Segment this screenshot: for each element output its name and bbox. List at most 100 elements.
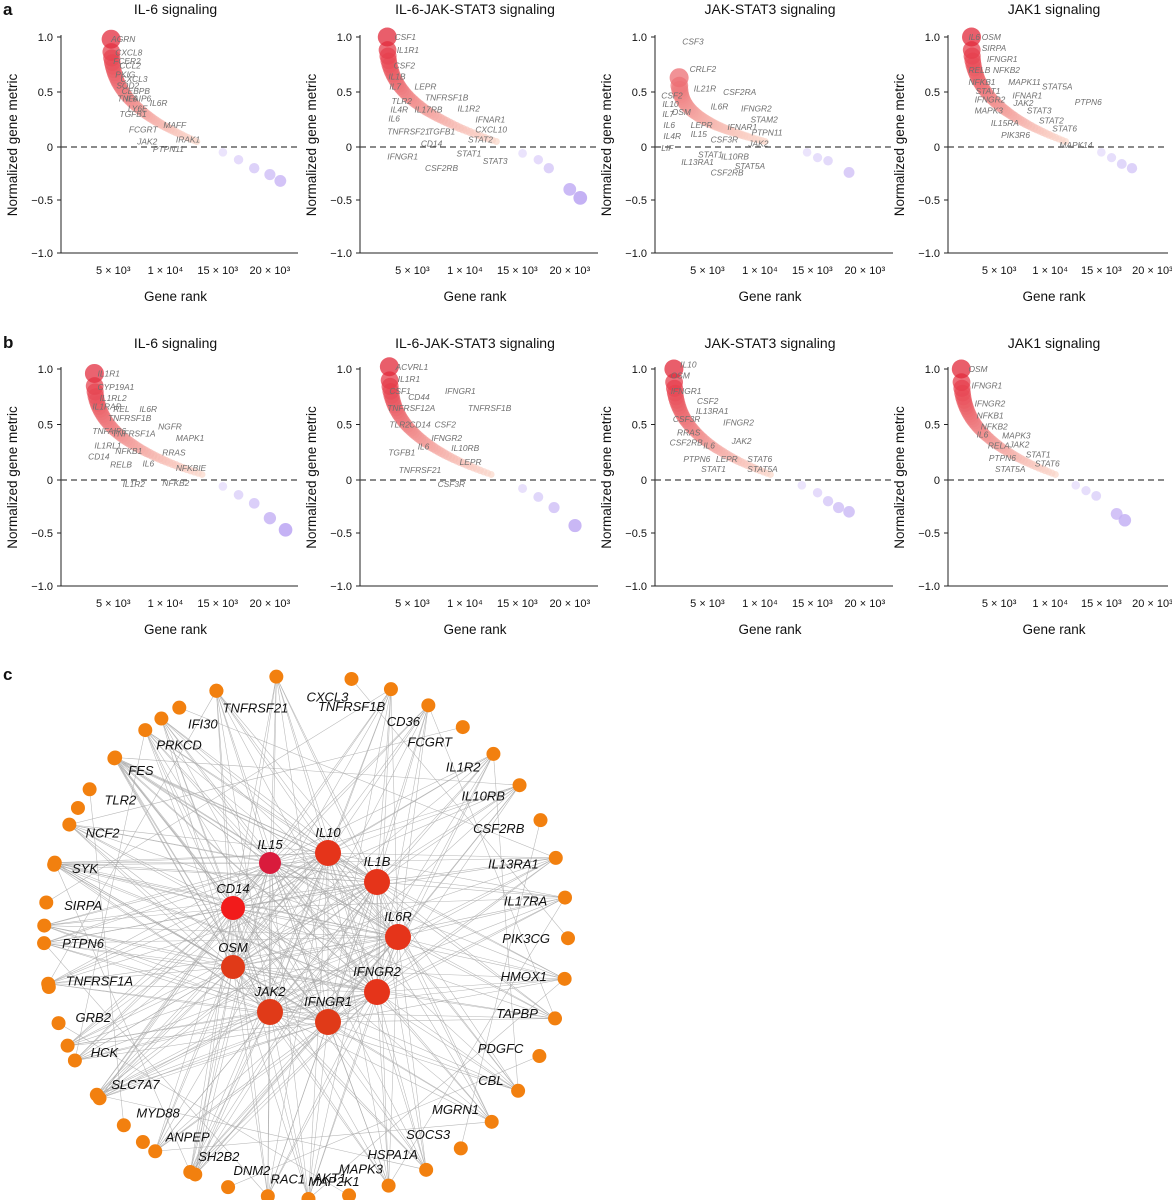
gene-label: IL7 <box>389 82 401 92</box>
gene-label: TGFB1 <box>388 447 415 457</box>
gene-label: PKIG <box>115 69 135 79</box>
edge <box>89 789 125 1126</box>
negative-gene-point <box>573 191 588 205</box>
gene-label: STAT1 <box>456 148 481 158</box>
edge <box>48 966 234 984</box>
gene-label: TNFRSF21 <box>399 465 441 475</box>
edge <box>227 1055 540 1188</box>
chart-3: JAK1 signaling 1.0 0.5 0 −0.5 −1.0 5 × 10³ 1 × … <box>892 1 1172 304</box>
gene-label: LIF <box>661 143 674 153</box>
edge <box>99 907 234 1099</box>
hub-node-label: JAK2 <box>253 984 286 999</box>
gene-label: NFKB2 <box>993 65 1020 75</box>
x-tick-label: 20 × 10³ <box>844 598 885 610</box>
x-tick-label: 5 × 10³ <box>395 598 430 610</box>
gene-label: OSM <box>968 364 987 374</box>
positive-gene-point <box>962 41 981 59</box>
y-tick-label: 0.5 <box>337 87 352 99</box>
edge <box>376 991 519 1092</box>
gene-label: RELA <box>988 441 1010 451</box>
gene-label: IL1R2 <box>123 479 146 489</box>
positive-gene-point <box>669 68 689 88</box>
edge <box>43 852 329 944</box>
edge <box>69 824 271 1013</box>
gene-label: CCL2 <box>119 61 141 71</box>
gene-label: IL6R <box>711 101 729 111</box>
outer-node <box>381 1178 396 1193</box>
gene-label: CSF2RB <box>425 163 458 173</box>
outer-node-label: DNM2 <box>233 1163 271 1178</box>
outer-node-label: IL10RB <box>462 789 506 804</box>
x-axis-label: Gene rank <box>738 289 801 304</box>
edge <box>376 857 556 883</box>
gene-label: TNFRSF1B <box>108 413 152 423</box>
outer-node <box>557 971 572 986</box>
outer-node <box>455 720 470 735</box>
edge <box>232 966 519 1092</box>
gene-label: STAT6 <box>747 454 772 464</box>
y-tick-label: 1.0 <box>632 32 647 44</box>
edge <box>327 978 565 1023</box>
x-tick-label: 20 × 10³ <box>1132 265 1172 277</box>
gene-label: CSF2RB <box>670 437 703 447</box>
negative-gene-point <box>812 153 823 163</box>
outer-node-label: SH2B2 <box>198 1149 240 1164</box>
edge <box>74 730 146 1061</box>
outer-node <box>421 698 436 713</box>
edge <box>376 881 566 898</box>
y-tick-label: 0.5 <box>38 87 53 99</box>
y-axis-label: Normalized gene metric <box>5 73 20 216</box>
hub-node-label: IL10 <box>315 825 341 840</box>
positive-gene-point <box>101 29 121 49</box>
chart-title: IL-6 signaling <box>134 1 217 17</box>
edge <box>308 991 378 1200</box>
positive-gene-point <box>665 373 683 392</box>
gene-label: IL6 <box>126 94 138 104</box>
edge <box>190 881 378 1173</box>
edge <box>145 729 234 909</box>
outer-node-label: IL17RA <box>504 893 547 908</box>
edge <box>327 852 399 938</box>
outer-node <box>558 890 573 905</box>
edge <box>54 862 271 1013</box>
edge <box>376 705 429 993</box>
edge <box>54 852 329 863</box>
outer-node <box>62 817 77 832</box>
gene-label: CSF3R <box>711 134 738 144</box>
edge <box>161 718 234 968</box>
outer-node <box>533 813 548 828</box>
gene-label: JAK2 <box>747 139 768 149</box>
edge <box>145 729 399 938</box>
y-tick-label: −1.0 <box>625 248 647 260</box>
x-tick-label: 15 × 10³ <box>1081 598 1122 610</box>
negative-gene-point <box>568 519 582 533</box>
edge <box>161 718 329 1023</box>
edge <box>74 1021 329 1061</box>
edge <box>232 907 427 1170</box>
edge <box>232 907 378 993</box>
gene-label: IFNAR1 <box>727 122 757 132</box>
edge <box>145 729 329 1023</box>
edge <box>276 676 329 1023</box>
edge <box>269 862 309 1200</box>
gene-label: IL21R <box>694 84 716 94</box>
panel-letter-c: c <box>3 665 12 684</box>
edge <box>145 729 271 1013</box>
edge <box>69 726 463 825</box>
outer-node-label: NCF2 <box>86 825 121 840</box>
gene-label: IL7 <box>662 109 674 119</box>
edge <box>155 1021 329 1152</box>
gene-label: CD14 <box>421 139 443 149</box>
gene-label: JAK2 <box>1008 439 1029 449</box>
outer-node <box>108 750 123 765</box>
edge <box>388 936 399 1186</box>
gene-label: CXCL3 <box>121 74 148 84</box>
gene-label: CRLF2 <box>690 64 717 74</box>
edge <box>46 688 392 903</box>
outer-node-label: PIK3CG <box>502 931 550 946</box>
edge <box>155 1011 271 1152</box>
gene-label: REL <box>113 404 130 414</box>
negative-gene-point <box>802 148 812 157</box>
edge <box>397 936 565 980</box>
x-tick-label: 15 × 10³ <box>497 265 538 277</box>
